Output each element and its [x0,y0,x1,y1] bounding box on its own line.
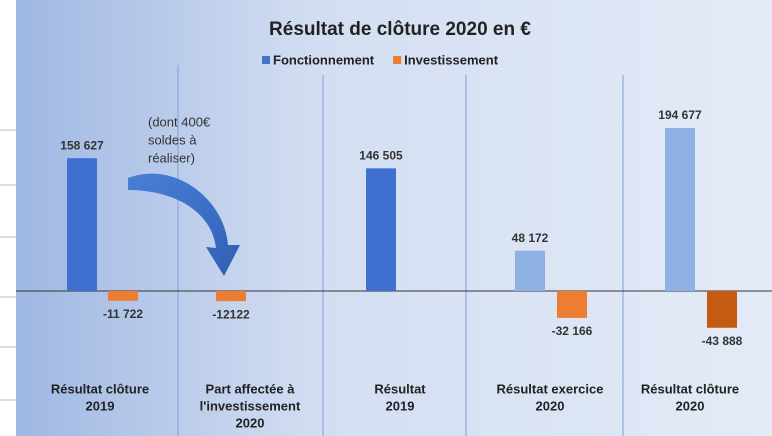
sheet-strip [0,0,16,436]
bar [108,291,138,301]
annotation: réaliser) [148,150,195,165]
data-label: 48 172 [512,231,549,245]
data-label: -11 722 [103,307,143,321]
x-tick-label: 2020 [236,415,265,430]
x-tick-label: Résultat [374,381,426,396]
separators [177,65,624,436]
x-tick-label: 2020 [676,398,705,413]
annotation: (dont 400€ [148,114,211,129]
data-label: -12122 [212,307,250,321]
bar [67,158,97,291]
annotation: soldes à [148,132,197,147]
x-tick-label: 2019 [386,398,415,413]
bar [515,250,545,291]
data-label: -32 166 [552,324,593,338]
legend-swatch [262,56,270,64]
arrow [128,173,240,276]
x-tick-label: Résultat clôture [641,381,739,396]
legend-swatch [393,56,402,64]
bar [707,291,737,328]
x-tick-label: l'investissement [200,398,301,413]
x-tick-label: Résultat exercice [497,381,604,396]
legend-label: Fonctionnement [273,52,375,67]
data-label: 194 677 [658,108,702,122]
bar [665,128,695,291]
data-label: 158 627 [60,138,104,152]
data-label: 146 505 [359,149,403,163]
x-tick-label: Résultat clôture [51,381,149,396]
bar [216,291,246,302]
bar [557,291,587,318]
x-tick-label: 2019 [86,398,115,413]
x-tick-label: Part affectée à [206,381,296,396]
data-label: -43 888 [702,334,743,348]
bar [366,168,396,291]
x-tick-label: 2020 [536,398,565,413]
legend-label: Investissement [404,52,499,67]
chart-title: Résultat de clôture 2020 en € [269,19,531,40]
